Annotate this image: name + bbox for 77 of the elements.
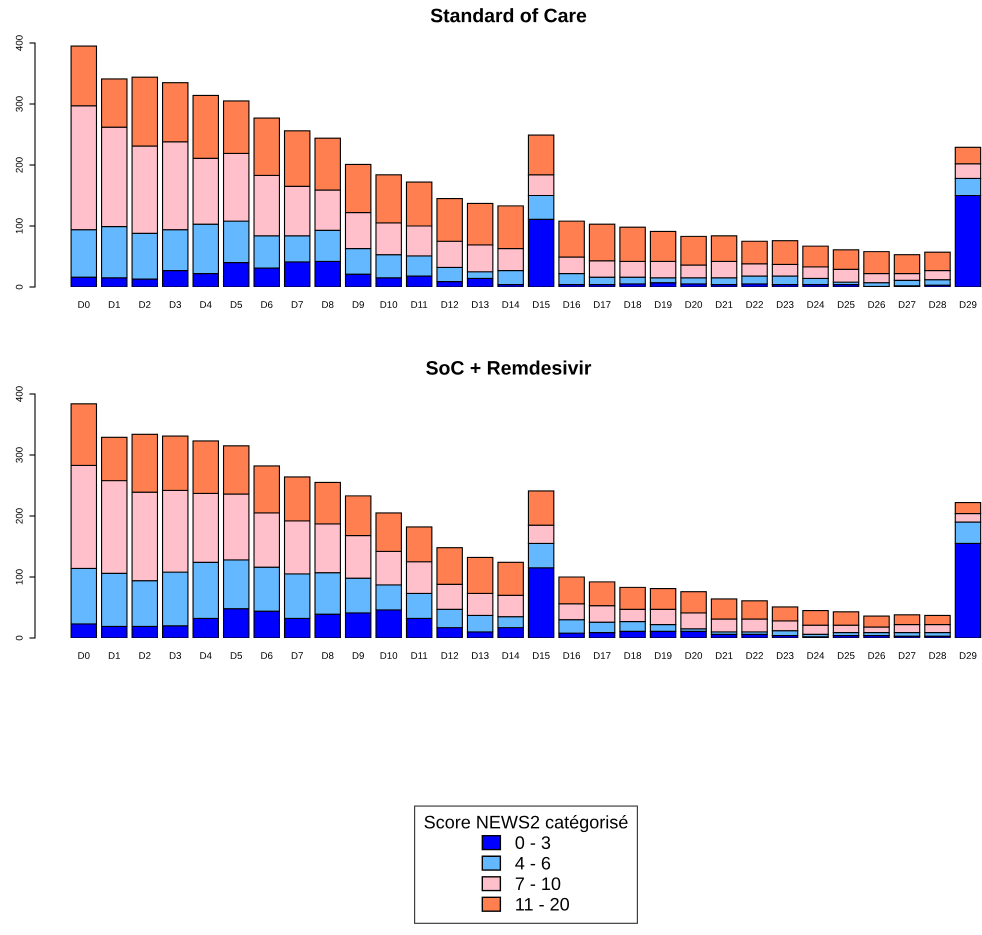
x-tick-label: D7 xyxy=(292,652,303,659)
x-tick-label: D8 xyxy=(322,301,334,308)
x-tick-label: D9 xyxy=(352,301,364,308)
x-tick-label: D15 xyxy=(533,652,550,660)
legend-label: 4 - 6 xyxy=(515,856,550,870)
x-tick-label: D29 xyxy=(960,652,976,660)
y-tick-label: 200 xyxy=(16,157,23,173)
x-tick-label: D0 xyxy=(78,301,90,308)
x-tick-label: D5 xyxy=(230,301,242,308)
x-tick-label: D25 xyxy=(838,301,855,308)
x-tick-label: D19 xyxy=(654,301,672,308)
x-tick-label: D17 xyxy=(594,652,611,659)
x-tick-label: D1 xyxy=(108,652,120,659)
y-tick-label: 100 xyxy=(16,569,23,584)
x-tick-label: D14 xyxy=(502,301,520,308)
x-tick-label: D10 xyxy=(380,301,398,308)
x-tick-label: D6 xyxy=(261,301,273,308)
x-tick-label: D8 xyxy=(322,652,334,660)
x-tick-label: D11 xyxy=(411,652,428,659)
x-tick-label: D21 xyxy=(716,301,733,308)
x-tick-label: D17 xyxy=(594,301,611,308)
y-tick-label: 400 xyxy=(16,35,23,51)
x-tick-label: D4 xyxy=(200,652,212,659)
x-tick-label: D24 xyxy=(807,652,824,659)
y-tick-label: 0 xyxy=(16,636,23,640)
x-tick-label: D29 xyxy=(960,301,976,308)
legend-label: 7 - 10 xyxy=(516,877,560,890)
x-tick-label: D12 xyxy=(442,652,458,659)
x-tick-label: D26 xyxy=(868,652,885,660)
x-tick-label: D23 xyxy=(776,652,794,660)
legend-title: Score NEWS2 catégorisé xyxy=(424,815,628,832)
x-tick-label: D25 xyxy=(838,652,855,660)
legend-label: 11 - 20 xyxy=(516,898,569,911)
x-tick-label: D27 xyxy=(898,652,916,659)
x-tick-label: D3 xyxy=(170,652,182,660)
x-tick-label: D21 xyxy=(716,652,733,659)
x-tick-label: D1 xyxy=(108,301,120,308)
x-tick-label: D28 xyxy=(929,652,946,660)
x-tick-label: D16 xyxy=(563,301,580,308)
x-tick-label: D12 xyxy=(442,301,458,308)
y-tick-label: 300 xyxy=(16,96,23,112)
x-tick-label: D6 xyxy=(261,652,273,660)
x-tick-label: D0 xyxy=(78,652,90,660)
y-tick-label: 0 xyxy=(16,284,23,290)
legend-label: 0 - 3 xyxy=(516,836,550,850)
x-tick-label: D5 xyxy=(230,652,242,660)
y-tick-label: 300 xyxy=(16,447,23,463)
x-tick-label: D28 xyxy=(929,301,946,308)
y-tick-label: 200 xyxy=(16,508,23,524)
x-tick-label: D13 xyxy=(472,652,489,660)
x-tick-label: D11 xyxy=(411,301,428,308)
x-tick-label: D22 xyxy=(746,301,763,308)
x-tick-label: D20 xyxy=(685,301,702,308)
x-tick-label: D9 xyxy=(352,652,364,660)
x-tick-label: D10 xyxy=(380,652,398,660)
x-tick-label: D26 xyxy=(868,301,885,308)
x-tick-label: D16 xyxy=(563,652,580,660)
x-tick-label: D13 xyxy=(472,301,489,308)
x-tick-label: D22 xyxy=(746,652,763,659)
x-tick-label: D23 xyxy=(776,301,794,308)
x-tick-label: D18 xyxy=(624,301,642,308)
chart-title: SoC + Remdesivir xyxy=(426,360,592,375)
x-tick-label: D2 xyxy=(139,301,150,308)
x-tick-label: D7 xyxy=(292,301,303,308)
chart-title: Standard of Care xyxy=(430,8,586,22)
x-tick-label: D19 xyxy=(654,652,672,660)
y-tick-label: 100 xyxy=(16,218,23,234)
x-tick-label: D4 xyxy=(200,301,212,308)
x-tick-label: D3 xyxy=(170,301,182,308)
x-tick-label: D14 xyxy=(502,652,520,659)
x-tick-label: D24 xyxy=(807,301,824,308)
y-tick-label: 400 xyxy=(16,386,23,402)
x-tick-label: D15 xyxy=(533,301,550,308)
x-tick-label: D2 xyxy=(139,652,150,659)
x-tick-label: D18 xyxy=(624,652,642,660)
x-tick-label: D27 xyxy=(898,301,916,308)
x-tick-label: D20 xyxy=(685,652,702,660)
